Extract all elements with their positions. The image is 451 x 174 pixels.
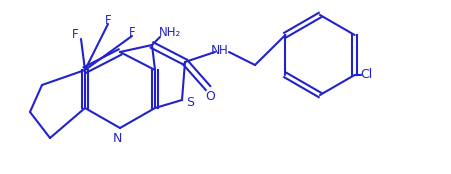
Text: Cl: Cl: [360, 69, 372, 81]
Text: S: S: [186, 96, 193, 109]
Text: H: H: [218, 44, 227, 57]
Text: F: F: [129, 26, 135, 38]
Text: N: N: [210, 44, 219, 57]
Text: F: F: [105, 14, 111, 26]
Text: NH₂: NH₂: [158, 26, 181, 39]
Text: O: O: [205, 89, 215, 102]
Text: N: N: [112, 132, 121, 144]
Text: F: F: [72, 29, 78, 42]
